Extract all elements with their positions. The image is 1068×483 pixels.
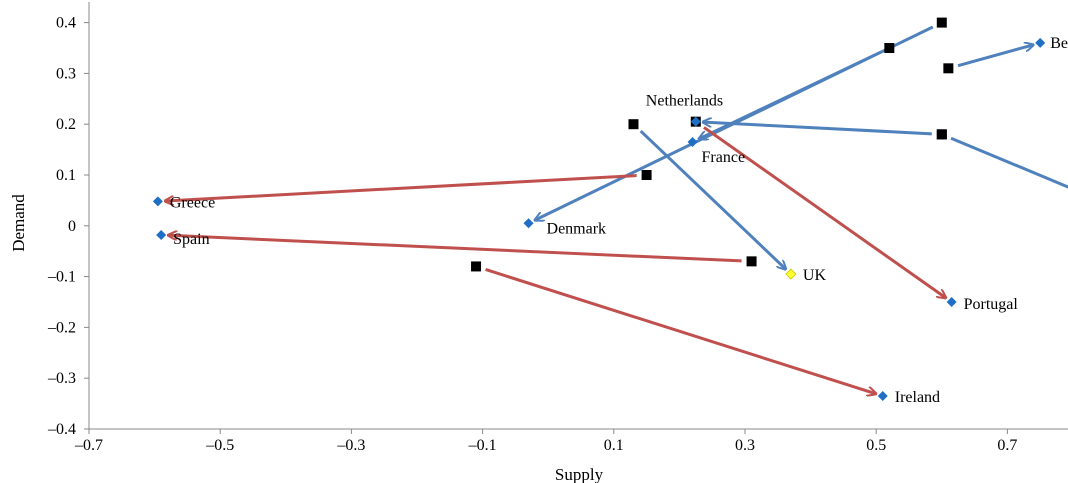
start-marker-denmark (936, 17, 947, 28)
start-marker-ireland (471, 261, 482, 272)
x-tick-label: –0.5 (205, 437, 234, 454)
start-marker-spain (746, 256, 757, 267)
country-label-netherlands: Netherlands (646, 93, 723, 110)
start-marker-netherlands (936, 129, 947, 140)
arrow-belgium (957, 45, 1032, 68)
country-label-portugal: Portugal (964, 296, 1019, 313)
y-tick-label: 0.2 (56, 116, 76, 133)
start-marker-belgium (943, 63, 954, 74)
x-tick-label: 0.5 (866, 437, 886, 454)
arrow-netherlands (704, 122, 932, 136)
y-tick-label: –0.1 (47, 269, 76, 286)
x-axis-ticks: –0.7–0.5–0.3–0.10.10.30.50.70.9 (74, 429, 1017, 454)
country-label-belgium: Belgium (1050, 35, 1068, 52)
x-tick-label: –0.1 (468, 437, 497, 454)
end-marker-ireland (877, 390, 888, 401)
y-tick-label: 0 (68, 218, 76, 235)
start-marker-france (884, 43, 895, 53)
arrow-italy (950, 136, 1068, 189)
arrow-greece (166, 174, 637, 201)
arrow-ireland (485, 268, 876, 393)
x-tick-label: 0.3 (735, 437, 755, 454)
x-tick-label: –0.7 (74, 437, 103, 454)
arrow-uk (639, 130, 785, 268)
arrow-denmark (536, 25, 934, 220)
end-marker-uk (785, 268, 797, 280)
y-tick-label: 0.1 (56, 167, 76, 184)
country-label-uk: UK (803, 267, 827, 284)
y-tick-label: –0.3 (47, 370, 76, 387)
country-label-france: France (702, 149, 746, 166)
y-tick-label: 0.4 (56, 15, 76, 32)
country-label-spain: Spain (173, 231, 209, 248)
country-label-greece: Greece (170, 194, 215, 211)
end-marker-portugal (946, 297, 957, 307)
axes (88, 2, 1068, 430)
start-marker-uk (628, 119, 639, 130)
country-markers (152, 17, 1046, 401)
end-marker-france (687, 136, 698, 147)
arrow-spain (169, 235, 742, 263)
arrow-portugal (703, 126, 945, 297)
start-marker-greece (641, 170, 652, 180)
end-marker-belgium (1035, 37, 1046, 48)
x-tick-label: 0.7 (997, 437, 1017, 454)
end-marker-denmark (523, 218, 534, 229)
x-axis-title: Supply (555, 465, 604, 483)
y-tick-label: 0.3 (56, 65, 76, 82)
y-tick-label: –0.2 (47, 319, 76, 336)
end-marker-greece (152, 196, 163, 207)
country-label-denmark: Denmark (547, 220, 607, 237)
end-marker-spain (156, 229, 167, 240)
y-tick-label: –0.4 (47, 421, 76, 438)
y-axis-ticks: –0.4 –0.3 –0.2 –0.1 0 0.1 0.2 0.3 0.4 (47, 15, 89, 438)
x-tick-label: 0.1 (604, 437, 624, 454)
x-tick-label: –0.3 (336, 437, 365, 454)
y-axis-title: Demand (9, 194, 28, 252)
country-labels: BelgiumItalyNetherlandsFranceDenmarkUKPo… (170, 35, 1068, 406)
end-marker-netherlands (690, 116, 701, 127)
country-label-ireland: Ireland (895, 389, 940, 406)
country-arrows (166, 25, 1068, 394)
